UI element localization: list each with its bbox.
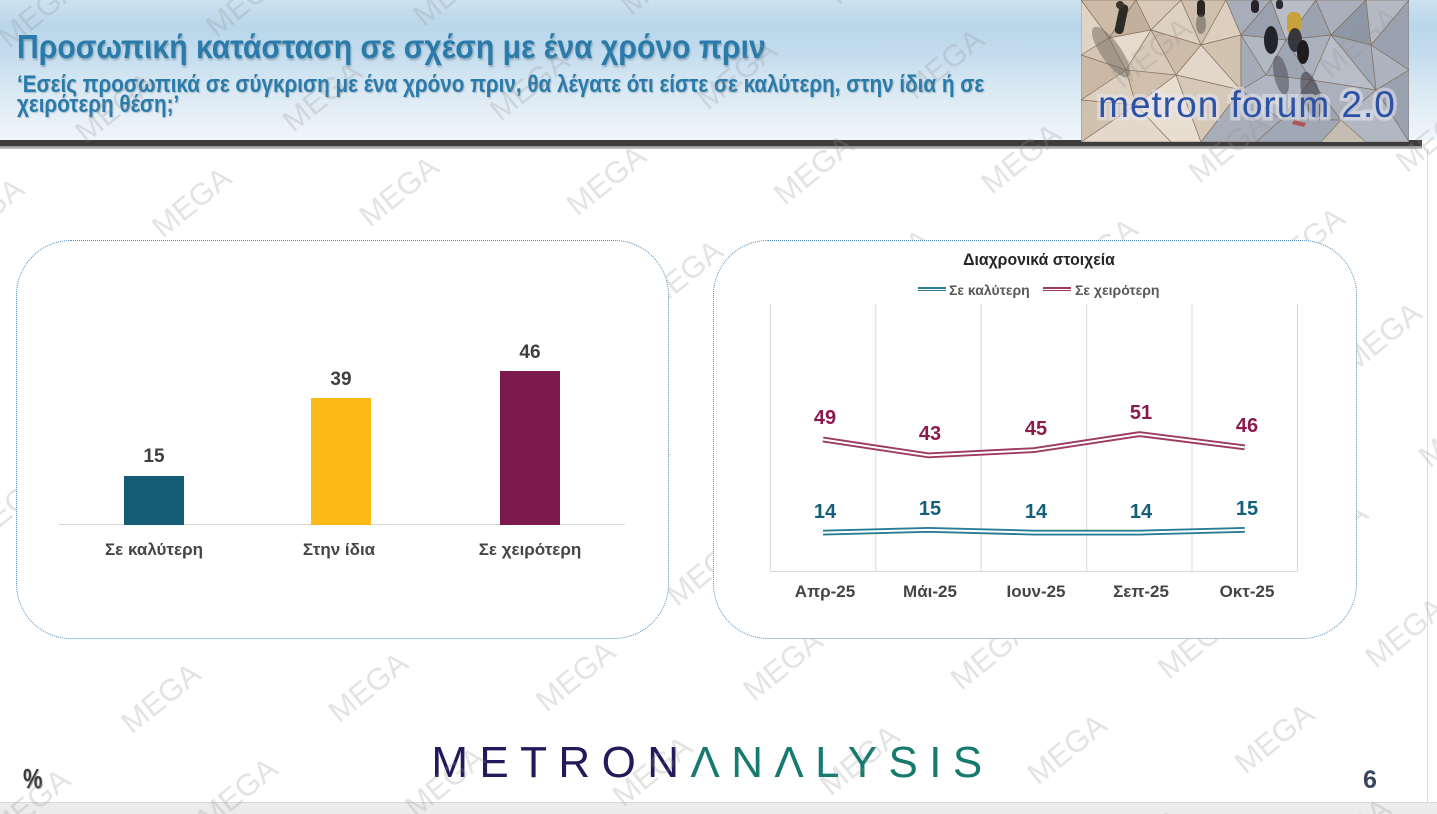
svg-text:metron forum 2.0: metron forum 2.0 — [1098, 84, 1396, 125]
